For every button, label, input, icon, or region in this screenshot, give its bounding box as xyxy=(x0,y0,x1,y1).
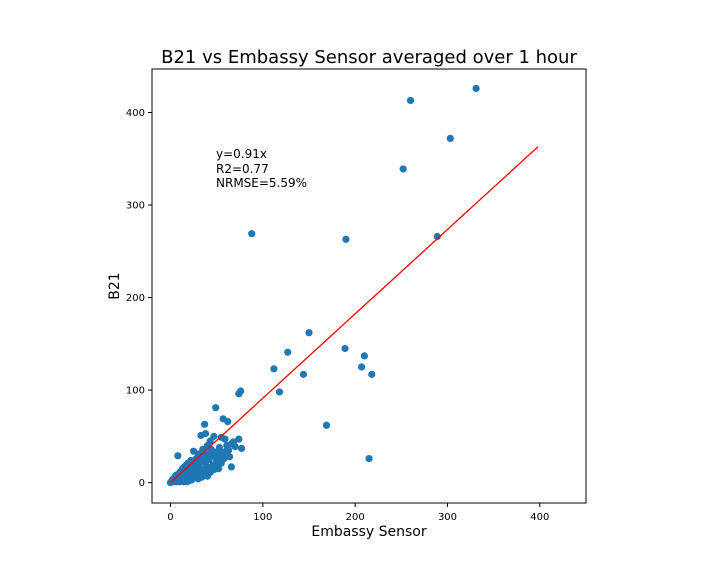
data-point xyxy=(305,329,313,337)
data-point xyxy=(365,454,373,463)
data-point xyxy=(360,352,368,360)
data-point xyxy=(225,453,234,461)
data-point xyxy=(168,476,176,484)
data-point xyxy=(341,344,349,353)
chart-title: B21 vs Embassy Sensor averaged over 1 ho… xyxy=(161,47,577,68)
data-point xyxy=(235,390,243,398)
y-tick-label: 200 xyxy=(126,293,145,304)
data-point xyxy=(446,134,454,143)
data-point xyxy=(185,477,193,485)
fit-nrmse: NRMSE=5.59% xyxy=(216,176,307,190)
fit-annotation: y=0.91x R2=0.77 NRMSE=5.59% xyxy=(216,147,307,190)
data-point xyxy=(201,420,209,428)
x-axis: 0 100 200 300 400 xyxy=(167,503,549,523)
data-point xyxy=(358,363,366,371)
fit-line xyxy=(170,146,539,484)
data-point xyxy=(472,84,480,93)
data-point xyxy=(212,404,220,412)
data-point xyxy=(218,455,226,464)
fit-r2: R2=0.77 xyxy=(216,162,269,176)
x-tick-label: 100 xyxy=(253,512,272,523)
y-axis: 0 100 200 300 400 xyxy=(126,108,152,489)
data-point xyxy=(212,463,220,471)
data-point xyxy=(231,442,239,451)
data-point xyxy=(225,446,233,454)
plot-frame xyxy=(151,68,587,504)
x-tick-label: 0 xyxy=(167,512,173,523)
data-point xyxy=(221,435,229,443)
data-point xyxy=(201,429,210,438)
x-tick-label: 400 xyxy=(530,512,549,523)
data-point xyxy=(368,370,376,378)
x-tick-label: 300 xyxy=(438,512,457,523)
y-tick-label: 300 xyxy=(126,201,145,212)
y-tick-label: 100 xyxy=(126,386,145,397)
data-point xyxy=(299,370,308,378)
data-point xyxy=(342,235,350,243)
data-point xyxy=(206,468,214,477)
data-point xyxy=(406,96,415,105)
y-tick-label: 0 xyxy=(139,478,145,489)
data-point xyxy=(248,230,256,238)
data-point xyxy=(216,448,224,456)
data-point xyxy=(174,452,182,460)
y-tick-label: 400 xyxy=(126,108,145,119)
x-axis-label: Embassy Sensor xyxy=(311,524,427,540)
y-axis-label: B21 xyxy=(107,272,123,299)
plot-area xyxy=(166,84,539,487)
data-point xyxy=(433,232,441,241)
data-point xyxy=(224,417,232,426)
data-point xyxy=(322,421,331,429)
data-point xyxy=(227,463,236,471)
data-point xyxy=(237,444,246,453)
data-point xyxy=(275,388,284,396)
x-tick-label: 200 xyxy=(346,512,365,523)
data-point xyxy=(284,348,292,356)
data-point xyxy=(270,365,278,373)
data-point xyxy=(399,165,407,173)
data-point xyxy=(235,435,243,443)
fit-equation: y=0.91x xyxy=(216,147,267,161)
